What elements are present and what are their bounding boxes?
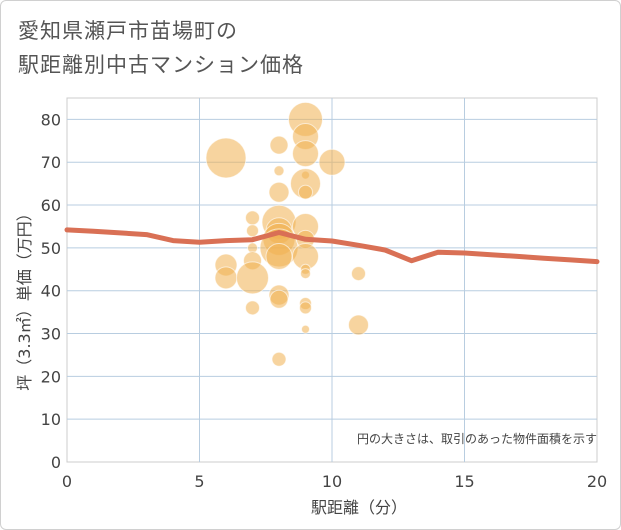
bubble-point [299, 301, 312, 315]
y-tick-label: 20 [41, 367, 61, 386]
y-axis-label: 坪（3.3㎡）単価（万円） [15, 205, 34, 390]
chart-title: 愛知県瀬戸市苗場町の 駅距離別中古マンション価格 [18, 14, 304, 82]
bubble-point [273, 165, 285, 177]
chart-title-line-1: 愛知県瀬戸市苗場町の [18, 19, 238, 43]
bubble-size-note: 円の大きさは、取引のあった物件面積を示す [357, 431, 597, 446]
bubble-point [351, 266, 366, 282]
x-tick-label: 5 [194, 472, 204, 491]
x-tick-label: 10 [322, 472, 342, 491]
y-tick-label: 50 [41, 239, 61, 258]
axis-ticks: 0 5 10 15 20 0 10 20 30 40 50 60 70 80 [41, 110, 608, 491]
bubble-point [205, 137, 247, 179]
bubble-point [214, 266, 238, 290]
x-axis-label: 駅距離（分） [311, 498, 407, 517]
bubble-point [245, 300, 260, 316]
bubble-point [292, 140, 319, 168]
bubble-point [318, 148, 346, 176]
y-tick-label: 80 [41, 110, 61, 129]
y-tick-label: 60 [41, 196, 61, 215]
bubble-point [348, 314, 369, 336]
bubble-point [245, 210, 260, 226]
bubble-point [298, 184, 313, 200]
trend-series [64, 227, 600, 265]
bubble-point [271, 351, 287, 367]
bubble-point [269, 135, 289, 155]
y-tick-label: 40 [41, 282, 61, 301]
bubble-point [269, 289, 289, 309]
y-tick-label: 0 [51, 453, 61, 472]
bubble-point [236, 261, 269, 295]
bubble-point [300, 268, 311, 280]
chart-title-line-2: 駅距離別中古マンション価格 [18, 53, 304, 77]
average-price-line [64, 227, 600, 265]
y-tick-label: 10 [41, 410, 61, 429]
bubble-point [301, 324, 310, 334]
x-tick-label: 15 [454, 472, 474, 491]
bubble-series [205, 101, 369, 367]
y-tick-label: 70 [41, 153, 61, 172]
bubble-point [268, 181, 290, 203]
x-tick-label: 20 [587, 472, 607, 491]
y-tick-label: 30 [41, 325, 61, 344]
x-tick-label: 0 [62, 472, 72, 491]
bubble-point [246, 224, 259, 238]
bubble-point [265, 242, 293, 270]
grid-lines [67, 98, 597, 462]
